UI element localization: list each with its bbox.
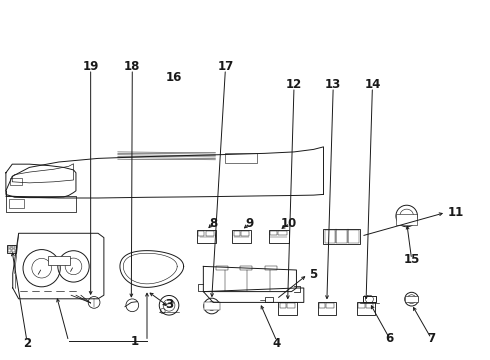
Bar [7, 245, 16, 253]
Text: 13: 13 [325, 78, 342, 91]
Bar [9, 199, 24, 208]
Bar [234, 231, 240, 236]
Bar [48, 256, 70, 265]
Text: 11: 11 [447, 206, 464, 219]
Bar [265, 266, 277, 270]
Bar [278, 302, 297, 315]
Bar [232, 230, 251, 243]
Bar [366, 303, 373, 308]
Bar [269, 230, 289, 243]
Text: 1: 1 [131, 335, 139, 348]
Bar [12, 249, 15, 252]
Bar [326, 303, 334, 308]
Bar [265, 297, 273, 302]
Text: 16: 16 [166, 71, 182, 84]
Bar [198, 231, 204, 236]
Text: 15: 15 [403, 253, 420, 266]
Text: 12: 12 [286, 78, 302, 91]
Bar [348, 230, 359, 243]
Bar [280, 303, 286, 308]
Text: 7: 7 [427, 332, 435, 345]
Bar [319, 303, 325, 308]
Bar [197, 230, 216, 243]
Bar [396, 214, 417, 225]
Bar [206, 231, 214, 236]
Bar [241, 231, 249, 236]
Bar [358, 303, 365, 308]
Bar [216, 266, 228, 270]
Bar [325, 230, 335, 243]
Text: 9: 9 [246, 217, 254, 230]
Text: 3: 3 [165, 298, 173, 311]
Bar [12, 246, 15, 248]
Text: 14: 14 [364, 78, 381, 91]
Text: 10: 10 [281, 217, 297, 230]
Bar [336, 230, 347, 243]
Text: 6: 6 [386, 332, 393, 345]
Bar [8, 246, 11, 248]
Bar [270, 231, 277, 235]
Bar [240, 266, 252, 270]
Bar [10, 178, 22, 185]
Text: 17: 17 [217, 60, 234, 73]
Bar [204, 302, 220, 310]
Bar [357, 302, 375, 315]
Bar [323, 229, 360, 244]
Bar [287, 303, 295, 308]
Bar [278, 231, 287, 235]
Bar [8, 249, 11, 252]
Text: 2: 2 [23, 337, 31, 350]
Bar [318, 302, 336, 315]
Text: 4: 4 [273, 337, 281, 350]
Bar [405, 296, 418, 302]
Text: 18: 18 [124, 60, 141, 73]
Text: 8: 8 [209, 217, 217, 230]
Text: 5: 5 [310, 268, 318, 281]
Bar [225, 153, 257, 163]
Text: 19: 19 [82, 60, 99, 73]
